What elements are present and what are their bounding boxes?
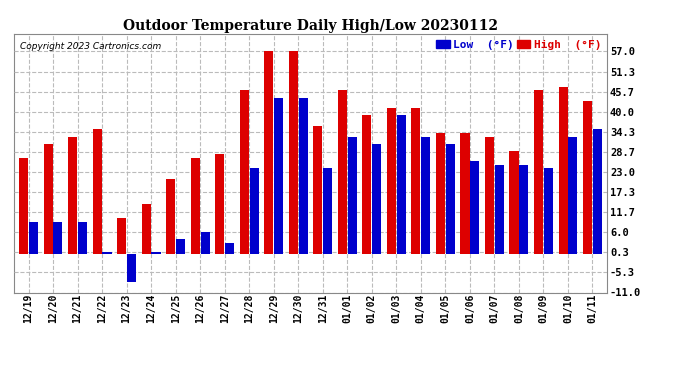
Bar bbox=[362, 115, 371, 254]
Bar bbox=[544, 168, 553, 254]
Bar bbox=[19, 158, 28, 254]
Bar bbox=[274, 98, 283, 254]
Bar bbox=[117, 218, 126, 254]
Bar bbox=[520, 165, 529, 254]
Bar bbox=[421, 136, 431, 254]
Bar bbox=[53, 222, 63, 254]
Bar bbox=[397, 115, 406, 254]
Bar bbox=[225, 243, 234, 254]
Bar bbox=[436, 133, 445, 254]
Bar bbox=[387, 108, 396, 254]
Bar bbox=[338, 90, 347, 254]
Bar bbox=[29, 222, 38, 254]
Bar bbox=[190, 158, 200, 254]
Bar bbox=[43, 144, 52, 254]
Bar bbox=[313, 126, 322, 254]
Bar bbox=[446, 144, 455, 254]
Bar bbox=[348, 136, 357, 254]
Bar bbox=[411, 108, 420, 254]
Bar bbox=[460, 133, 469, 254]
Bar bbox=[152, 252, 161, 254]
Bar bbox=[176, 239, 185, 254]
Bar bbox=[78, 222, 87, 254]
Bar bbox=[534, 90, 543, 254]
Bar bbox=[299, 98, 308, 254]
Bar bbox=[471, 161, 480, 254]
Bar bbox=[201, 232, 210, 254]
Bar bbox=[509, 151, 519, 254]
Bar bbox=[372, 144, 382, 254]
Legend: Low  (°F), High  (°F): Low (°F), High (°F) bbox=[432, 35, 606, 54]
Bar bbox=[558, 87, 568, 254]
Text: Copyright 2023 Cartronics.com: Copyright 2023 Cartronics.com bbox=[20, 42, 161, 51]
Bar bbox=[239, 90, 249, 254]
Bar bbox=[485, 136, 494, 254]
Bar bbox=[215, 154, 224, 254]
Bar bbox=[593, 129, 602, 254]
Bar bbox=[141, 204, 150, 254]
Bar bbox=[583, 101, 592, 254]
Bar bbox=[289, 51, 298, 254]
Bar bbox=[166, 179, 175, 254]
Title: Outdoor Temperature Daily High/Low 20230112: Outdoor Temperature Daily High/Low 20230… bbox=[123, 19, 498, 33]
Bar bbox=[102, 252, 112, 254]
Bar bbox=[127, 254, 136, 282]
Bar bbox=[264, 51, 273, 254]
Bar bbox=[250, 168, 259, 254]
Bar bbox=[68, 136, 77, 254]
Bar bbox=[495, 165, 504, 254]
Bar bbox=[323, 168, 332, 254]
Bar bbox=[92, 129, 101, 254]
Bar bbox=[569, 136, 578, 254]
